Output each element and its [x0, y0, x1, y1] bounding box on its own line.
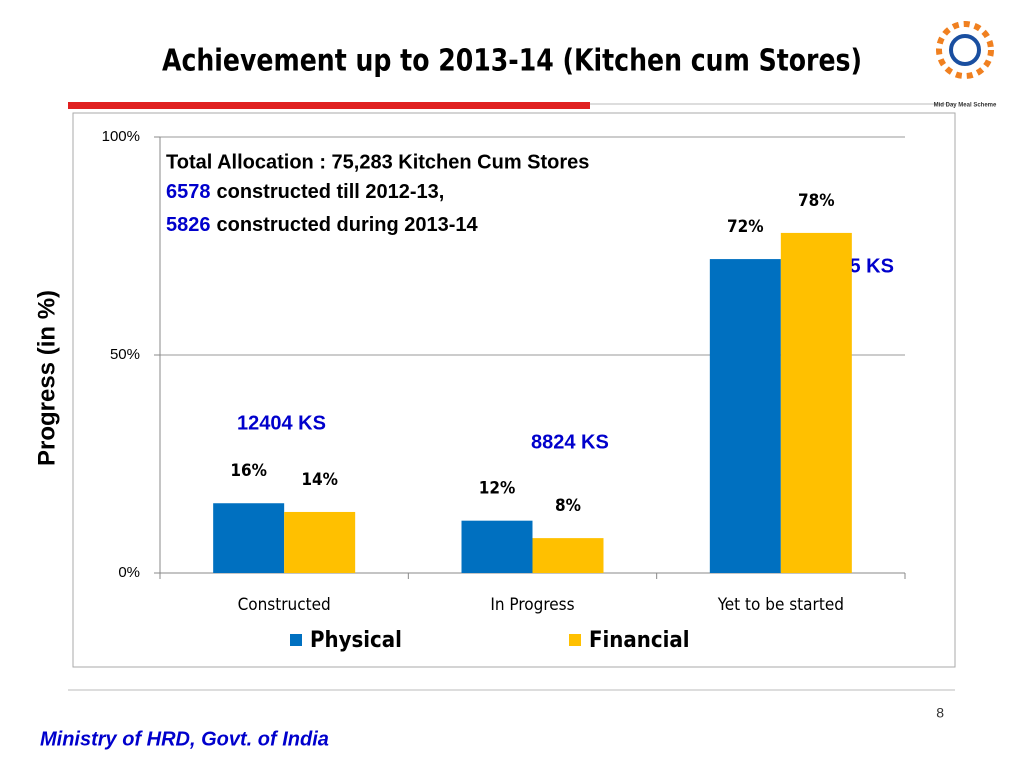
annotation: 6578 constructed till 2012-13,	[166, 181, 444, 203]
y-tick-label: 0%	[118, 564, 140, 581]
x-tick-label: In Progress	[490, 595, 574, 615]
chart-title: Achievement up to 2013-14 (Kitchen cum S…	[162, 44, 862, 79]
annotation-count: 6578	[166, 181, 211, 203]
footer-text: Ministry of HRD, Govt. of India	[40, 728, 329, 750]
value-label: 72%	[727, 217, 764, 237]
annotation-count: 5826	[166, 214, 211, 236]
legend-label: Physical	[310, 628, 402, 653]
annotation: 8824 KS	[531, 431, 609, 453]
x-tick-label: Yet to be started	[717, 595, 844, 615]
bar	[780, 232, 852, 574]
logo: Mid Day Meal Scheme	[934, 21, 997, 109]
legend-swatch	[290, 634, 302, 646]
value-label: 8%	[555, 496, 581, 516]
logo-ring	[949, 34, 981, 66]
bar	[709, 259, 781, 573]
annotation: Total Allocation : 75,283 Kitchen Cum St…	[166, 151, 589, 173]
bar	[461, 520, 533, 573]
chart-frame	[72, 112, 956, 668]
annotation-text: constructed till 2012-13,	[217, 181, 445, 203]
value-label: 14%	[301, 470, 338, 490]
value-label: 16%	[230, 461, 267, 481]
bar	[213, 503, 285, 573]
annotation: 5826 constructed during 2013-14	[166, 214, 479, 236]
value-label: 78%	[798, 191, 835, 211]
page-number: 8	[936, 705, 944, 721]
annotation-text: constructed during 2013-14	[217, 214, 479, 236]
logo-ring	[936, 21, 994, 79]
legend-swatch	[569, 634, 581, 646]
bar	[284, 511, 356, 573]
legend-label: Financial	[589, 628, 689, 653]
logo-text: Mid Day Meal Scheme	[934, 103, 997, 109]
y-tick-label: 50%	[110, 346, 140, 363]
title-rule	[68, 102, 590, 109]
y-tick-label: 100%	[102, 128, 140, 145]
y-axis-label: Progress (in %)	[33, 290, 60, 466]
annotation: 12404 KS	[237, 412, 326, 434]
bar	[532, 538, 604, 573]
value-label: 12%	[479, 479, 516, 499]
x-tick-label: Constructed	[238, 595, 331, 615]
